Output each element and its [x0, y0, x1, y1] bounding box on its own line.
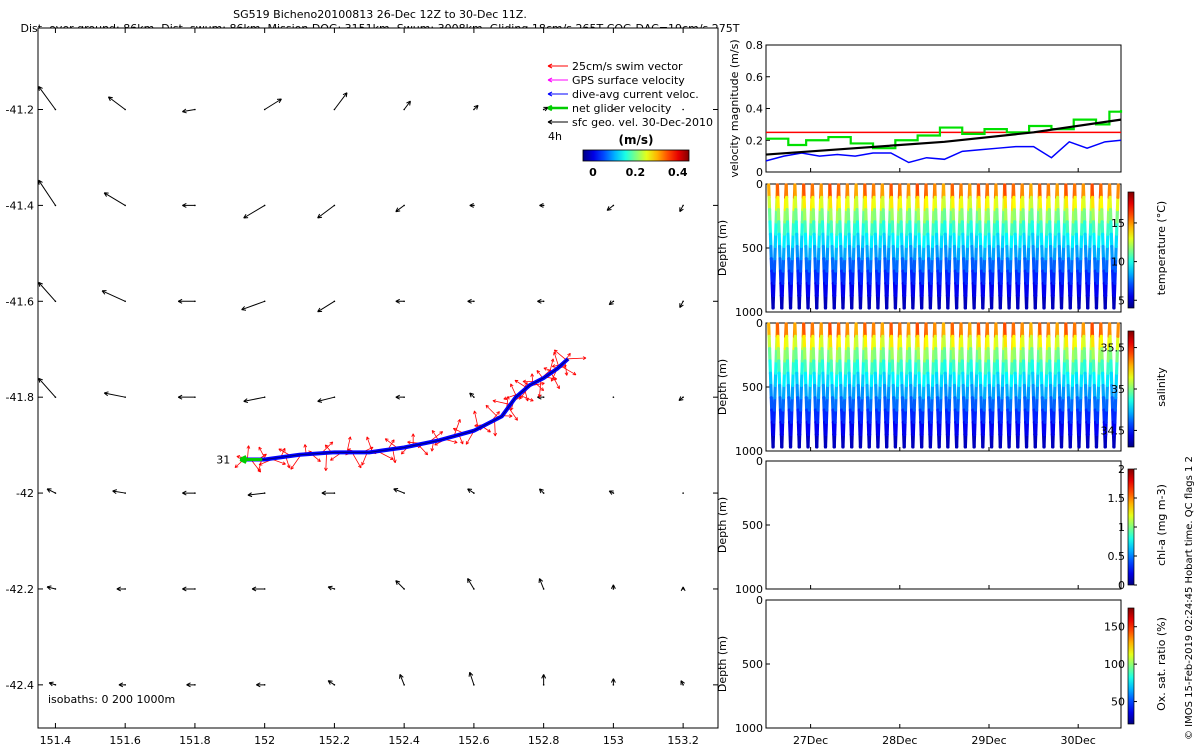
map-xtick-label: 151.4 [40, 734, 72, 747]
oxygen-ytick-label: 0 [756, 594, 763, 607]
chl-colorbar-label: chl-a (mg m-3) [1155, 484, 1168, 566]
chl-colorbar-tick-label: 2 [1118, 463, 1125, 476]
chl-panel: 0 500 1000 Depth (m) 0 0.5 1 1.5 2 chl-a (mg m-3) [716, 455, 1168, 596]
temperature-ytick-label: 500 [742, 242, 763, 255]
oxygen-axes-box [766, 600, 1121, 728]
map-axes-box [38, 28, 718, 728]
time-tick-label: 29Dec [971, 734, 1006, 747]
map-ytick-label: -41.6 [6, 295, 34, 308]
temperature-colorbar-tick-label: 15 [1111, 217, 1125, 230]
chl-colorbar-tick-label: 1 [1118, 521, 1125, 534]
salinity-colorbar-tick-label: 35 [1111, 383, 1125, 396]
map-xtick-label: 153 [603, 734, 624, 747]
map-xtick-label: 152.6 [458, 734, 490, 747]
map-xtick-label: 152.8 [528, 734, 560, 747]
oxygen-ytick-label: 500 [742, 658, 763, 671]
map-xtick-label: 152.2 [319, 734, 351, 747]
chl-ytick-label: 500 [742, 519, 763, 532]
legend-label: dive-avg current veloc. [572, 88, 699, 101]
velocity-ytick-label: 0.8 [746, 39, 764, 52]
map-ytick-label: -42 [16, 487, 34, 500]
legend-label: GPS surface velocity [572, 74, 685, 87]
temperature-ytick-label: 0 [756, 178, 763, 191]
footer-stamp: © IMOS 15-Feb-2019 02:24:45 Hobart time.… [1184, 456, 1195, 740]
legend-label: net glider velocity [572, 102, 672, 115]
map-ytick-label: -41.2 [6, 104, 34, 117]
salinity-colorbar-label: salinity [1155, 367, 1168, 407]
map-xtick-label: 153.2 [667, 734, 699, 747]
velocity-ylabel: velocity magnitude (m/s) [728, 39, 741, 177]
geo-vector-origin [682, 109, 684, 111]
salinity-colorbar [1128, 331, 1134, 447]
track-start-label: 31 [216, 454, 230, 467]
legend-label: sfc geo. vel. 30-Dec-2010 [572, 116, 713, 129]
map-ytick-label: -41.4 [6, 199, 34, 212]
oxygen-colorbar-tick-label: 50 [1111, 696, 1125, 709]
salinity-ytick-label: 500 [742, 381, 763, 394]
speed-colorbar [583, 150, 689, 161]
speed-colorbar-tick: 0.2 [626, 166, 646, 179]
oxygen-ylabel: Depth (m) [716, 636, 729, 692]
chl-colorbar [1128, 469, 1134, 585]
oxygen-colorbar-tick-label: 150 [1104, 621, 1125, 634]
time-tick-label: 28Dec [882, 734, 917, 747]
salinity-colorbar-tick-label: 35.5 [1101, 342, 1126, 355]
oxygen-panel: 0 500 1000 Depth (m) 50 100 150 Ox. sat. ratio … [716, 594, 1168, 735]
map-ytick-label: -42.2 [6, 583, 34, 596]
geo-vector-origin [613, 396, 615, 398]
legend-label: 25cm/s swim vector [572, 60, 683, 73]
salinity-panel: 0 500 1000 Depth (m) 34.5 35 35.5 salinity [716, 317, 1168, 458]
chl-ylabel: Depth (m) [716, 497, 729, 553]
temperature-colorbar-label: temperature (°C) [1155, 201, 1168, 295]
time-tick-label: 30Dec [1061, 734, 1096, 747]
chl-ytick-label: 0 [756, 455, 763, 468]
speed-colorbar-tick: 0.4 [668, 166, 688, 179]
map-xtick-label: 152.4 [388, 734, 420, 747]
velocity-panel: 00.20.40.60.8velocity magnitude (m/s) [728, 39, 1121, 179]
oxygen-colorbar-label: Ox. sat. ratio (%) [1155, 617, 1168, 711]
chl-colorbar-tick-label: 0.5 [1108, 550, 1126, 563]
oxygen-colorbar [1128, 608, 1134, 724]
map-xtick-label: 152 [254, 734, 275, 747]
chl-axes-box [766, 461, 1121, 589]
oxygen-colorbar-tick-label: 100 [1104, 658, 1125, 671]
velocity-ytick-label: 0.2 [746, 134, 764, 147]
temperature-colorbar-tick-label: 5 [1118, 294, 1125, 307]
map-ytick-label: -42.4 [6, 679, 34, 692]
map-xtick-label: 151.8 [179, 734, 211, 747]
salinity-ylabel: Depth (m) [716, 359, 729, 415]
salinity-colorbar-tick-label: 34.5 [1101, 424, 1126, 437]
temperature-panel: 05001000Depth (m)51015 temperature (°C) [716, 178, 1168, 319]
temperature-colorbar-tick-label: 10 [1111, 256, 1125, 269]
speed-colorbar-label: (m/s) [619, 133, 654, 147]
isobaths-label: isobaths: 0 200 1000m [48, 693, 175, 706]
speed-colorbar-tick: 0 [589, 166, 597, 179]
figure-canvas: 151.4 151.6 151.8 152 152.2 152.4 152.6 152.8 15… [0, 0, 1200, 750]
oxygen-ytick-label: 1000 [735, 722, 763, 735]
temperature-ylabel: Depth (m) [716, 220, 729, 276]
map-ytick-label: -41.8 [6, 391, 34, 404]
geo-vector-origin [682, 492, 684, 494]
time-tick-label: 27Dec [793, 734, 828, 747]
chl-colorbar-tick-label: 0 [1118, 579, 1125, 592]
map-panel: 151.4 151.6 151.8 152 152.2 152.4 152.6 152.8 15… [6, 28, 718, 747]
chl-colorbar-tick-label: 1.5 [1108, 492, 1126, 505]
salinity-ytick-label: 0 [756, 317, 763, 330]
velocity-axes-box [766, 45, 1121, 172]
temperature-colorbar [1128, 192, 1134, 308]
legend-scale-label: 4h [548, 130, 562, 143]
velocity-ytick-label: 0.4 [746, 103, 764, 116]
map-xtick-label: 151.6 [109, 734, 141, 747]
velocity-ytick-label: 0.6 [746, 71, 764, 84]
